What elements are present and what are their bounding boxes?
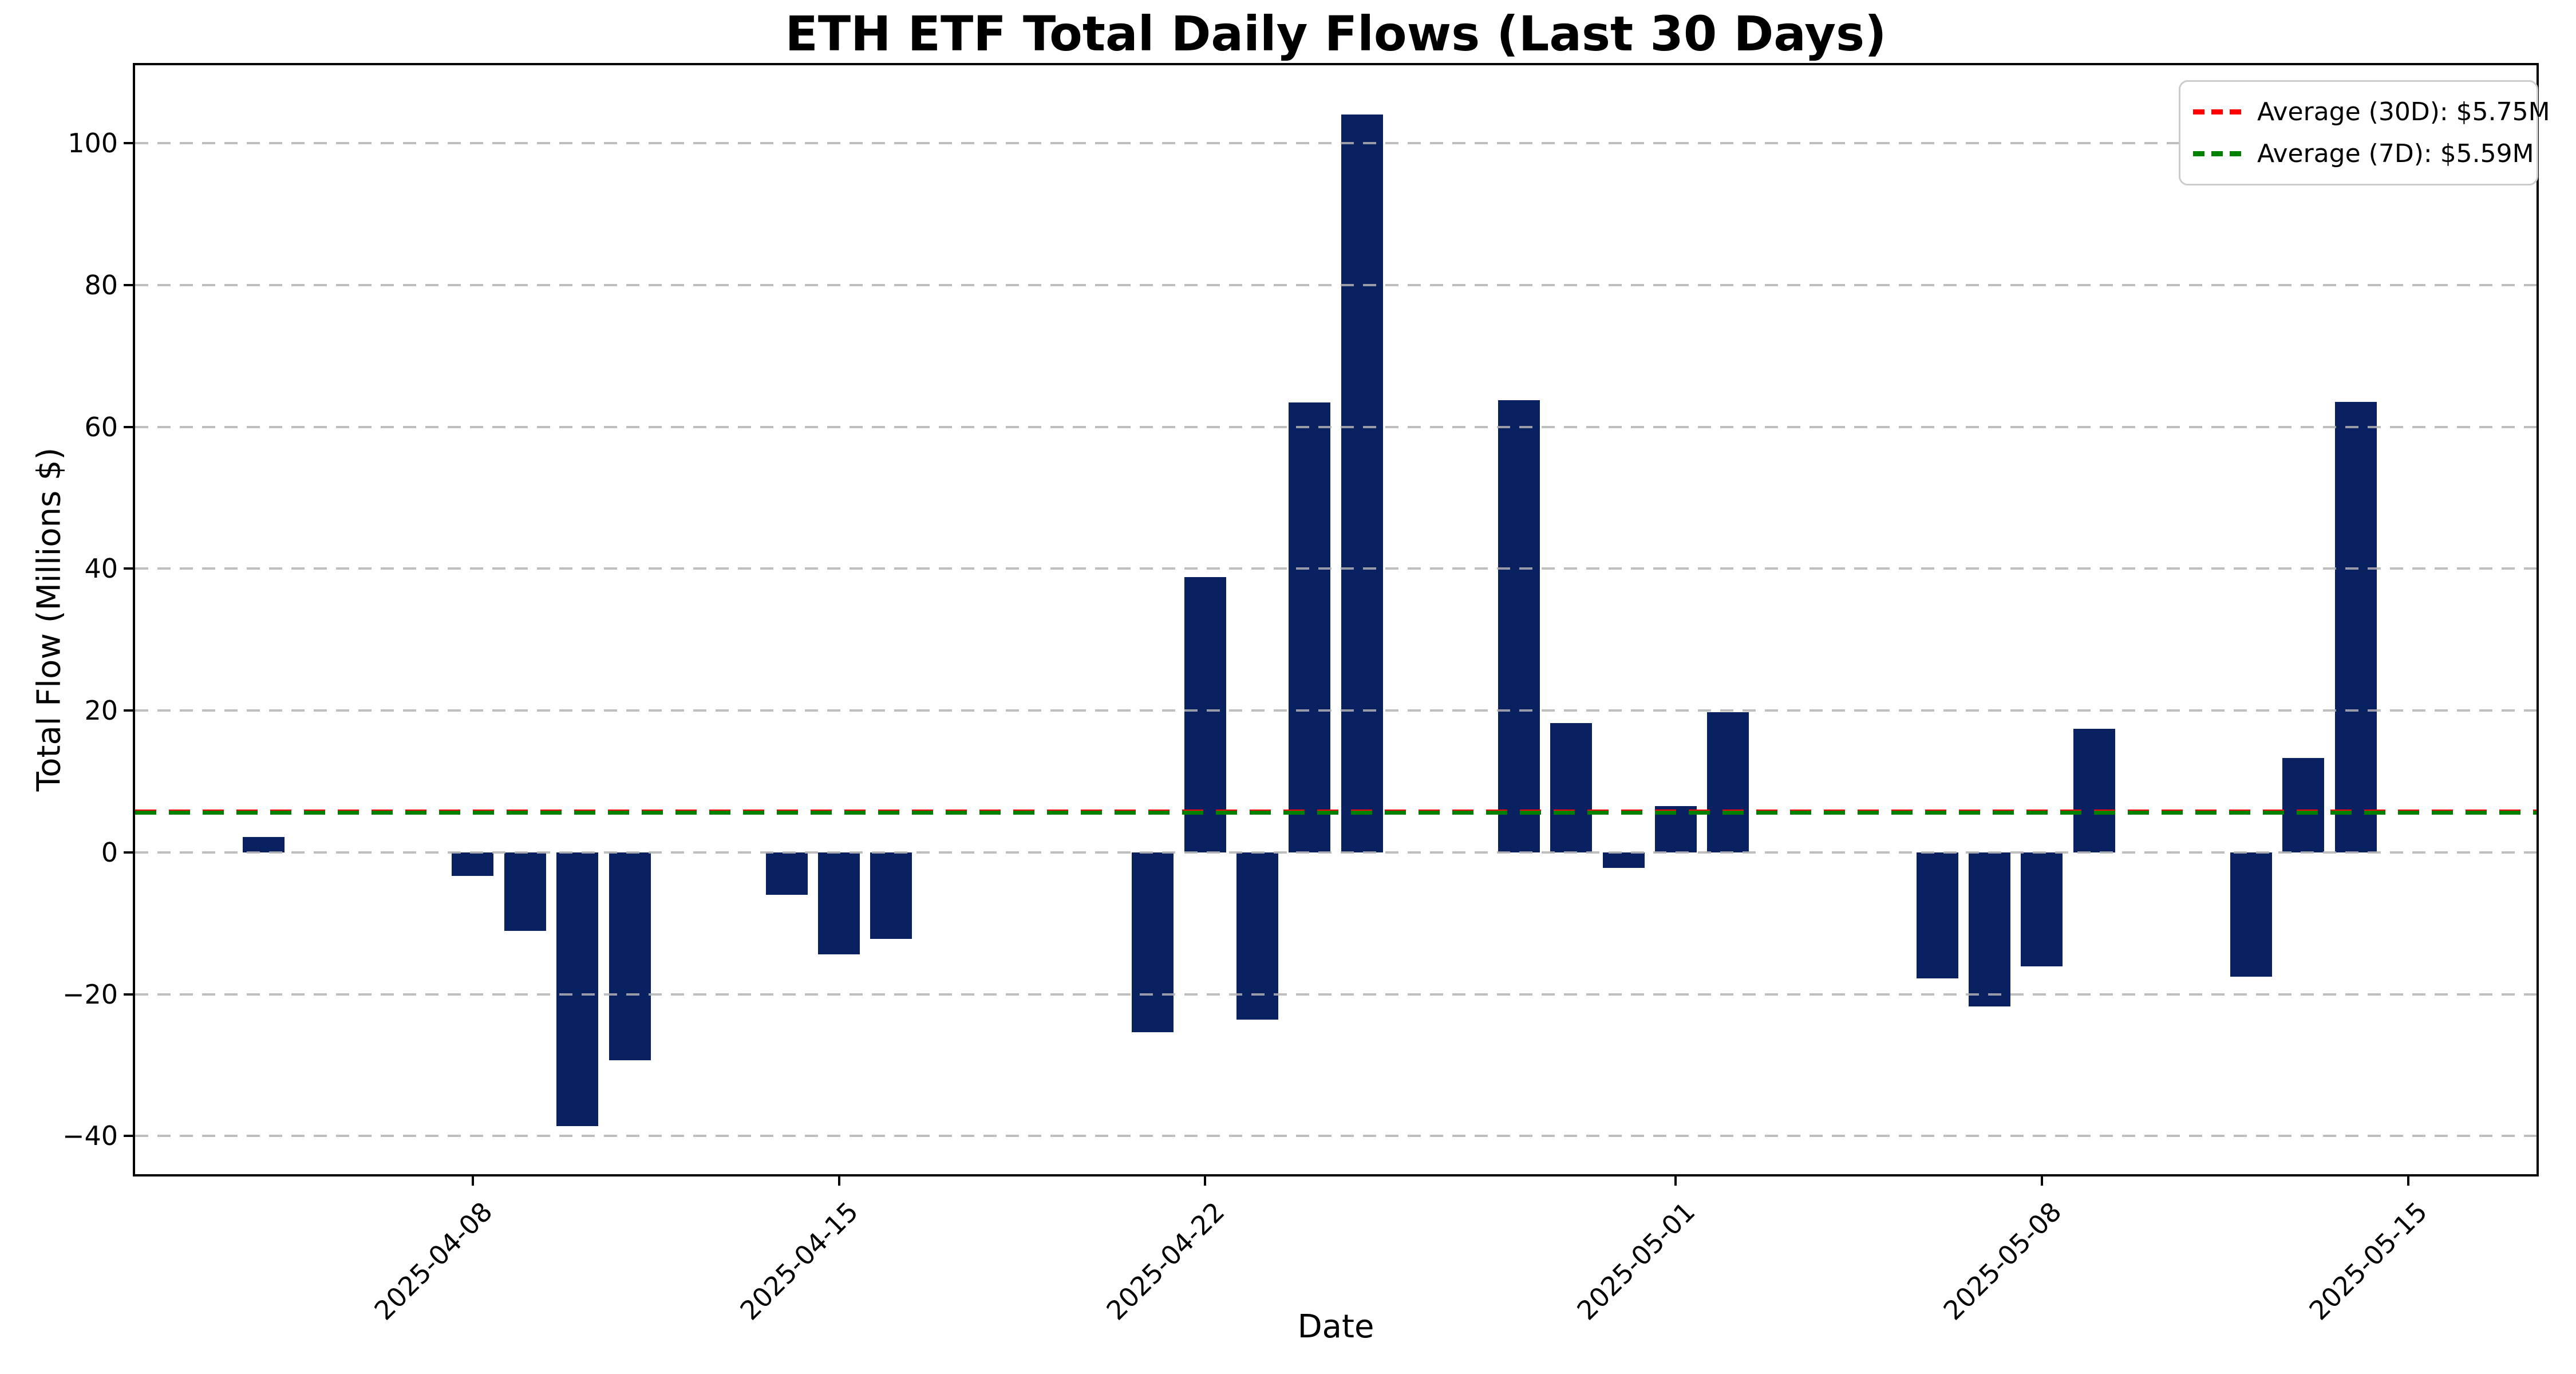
bar <box>2021 852 2063 967</box>
bar <box>870 852 912 939</box>
x-tick-mark <box>2041 1176 2043 1186</box>
y-axis-label: Total Flow (Millions $) <box>30 447 68 792</box>
bar <box>1236 852 1278 1020</box>
legend-entry-average-7d: Average (7D): $5.59M <box>2193 139 2534 168</box>
x-tick-label: 2025-04-08 <box>368 1196 499 1326</box>
bar <box>1969 852 2011 1006</box>
y-tick-mark <box>124 851 133 854</box>
y-tick-mark <box>124 993 133 996</box>
y-tick-mark <box>124 142 133 144</box>
y-tick-mark <box>124 1135 133 1138</box>
x-tick-label: 2025-05-01 <box>1571 1196 1701 1326</box>
x-tick-label: 2025-04-22 <box>1100 1196 1231 1326</box>
chart-title: ETH ETF Total Daily Flows (Last 30 Days) <box>785 6 1887 62</box>
gridline <box>135 142 2537 144</box>
bar <box>1289 402 1331 852</box>
gridline <box>135 283 2537 286</box>
bar <box>242 836 285 852</box>
bar <box>1184 577 1226 852</box>
bar <box>609 852 651 1060</box>
y-tick-mark <box>124 425 133 428</box>
x-tick-mark <box>471 1176 474 1186</box>
bar <box>556 852 599 1126</box>
gridline <box>135 567 2537 570</box>
plot-area <box>133 63 2539 1176</box>
gridline <box>135 709 2537 712</box>
bar <box>504 852 546 931</box>
x-tick-label: 2025-05-15 <box>2303 1196 2433 1326</box>
y-tick-label: 0 <box>101 836 118 868</box>
gridline <box>135 1135 2537 1138</box>
gridline <box>135 425 2537 428</box>
x-tick-mark <box>837 1176 840 1186</box>
x-tick-mark <box>1204 1176 1207 1186</box>
bar <box>1132 852 1174 1033</box>
legend: Average (30D): $5.75M Average (7D): $5.5… <box>2179 80 2550 185</box>
bar <box>1707 712 1749 852</box>
bar <box>1498 400 1540 852</box>
y-tick-mark <box>124 283 133 286</box>
x-tick-mark <box>1674 1176 1677 1186</box>
y-tick-label: 80 <box>84 269 118 301</box>
x-tick-label: 2025-05-08 <box>1937 1196 2068 1326</box>
bar <box>452 852 494 876</box>
average-line-average-7d <box>135 811 2537 815</box>
green-dashed-line-icon <box>2193 151 2241 156</box>
y-tick-label: −40 <box>62 1120 118 1152</box>
bar <box>765 852 808 895</box>
red-dashed-line-icon <box>2193 109 2241 115</box>
legend-label-average-7d: Average (7D): $5.59M <box>2257 139 2534 168</box>
bar <box>1550 723 1593 852</box>
y-tick-mark <box>124 709 133 712</box>
x-tick-label: 2025-04-15 <box>734 1196 864 1326</box>
bar <box>2230 852 2272 977</box>
bar <box>817 852 860 955</box>
x-tick-mark <box>2407 1176 2409 1186</box>
y-tick-label: 40 <box>84 553 118 585</box>
legend-entry-average-30d: Average (30D): $5.75M <box>2193 97 2550 127</box>
bar <box>1602 852 1645 868</box>
legend-label-average-30d: Average (30D): $5.75M <box>2257 97 2550 127</box>
bar <box>1341 114 1383 852</box>
bar <box>1916 852 1958 979</box>
y-tick-label: 20 <box>84 695 118 727</box>
y-tick-mark <box>124 567 133 570</box>
y-tick-label: 60 <box>84 411 118 443</box>
x-axis-label: Date <box>1297 1308 1374 1345</box>
y-tick-label: 100 <box>68 128 118 159</box>
bar <box>2282 758 2325 852</box>
gridline <box>135 993 2537 996</box>
bar <box>2073 729 2115 852</box>
bar <box>2334 402 2377 852</box>
y-tick-label: −20 <box>62 978 118 1010</box>
gridline <box>135 851 2537 854</box>
